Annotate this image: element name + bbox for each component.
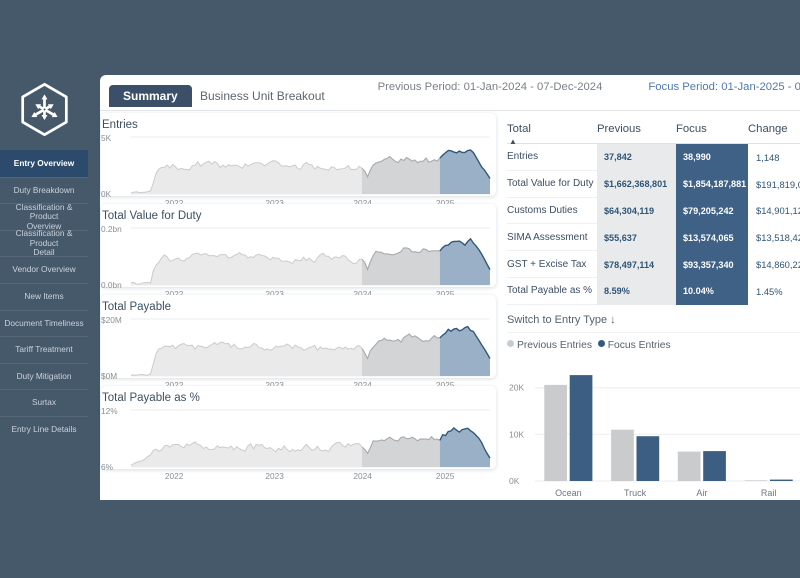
svg-text:2022: 2022 — [165, 471, 184, 481]
svg-text:$20M: $20M — [101, 315, 122, 325]
svg-text:5K: 5K — [101, 133, 112, 143]
svg-text:10K: 10K — [509, 429, 524, 439]
svg-text:0K: 0K — [101, 189, 112, 199]
svg-text:$0M: $0M — [101, 371, 117, 381]
svg-text:2025: 2025 — [436, 471, 455, 481]
svg-text:Ocean: Ocean — [555, 488, 582, 498]
svg-text:2023: 2023 — [265, 471, 284, 481]
svg-text:12%: 12% — [101, 406, 118, 416]
svg-text:0K: 0K — [509, 476, 520, 486]
svg-text:0.0bn: 0.0bn — [101, 280, 122, 290]
svg-text:Truck: Truck — [624, 488, 647, 498]
svg-text:6%: 6% — [101, 462, 114, 472]
svg-text:Rail: Rail — [761, 488, 777, 498]
svg-text:2024: 2024 — [353, 471, 372, 481]
svg-text:20K: 20K — [509, 382, 524, 392]
svg-text:0.2bn: 0.2bn — [101, 224, 122, 234]
svg-text:Air: Air — [696, 488, 707, 498]
